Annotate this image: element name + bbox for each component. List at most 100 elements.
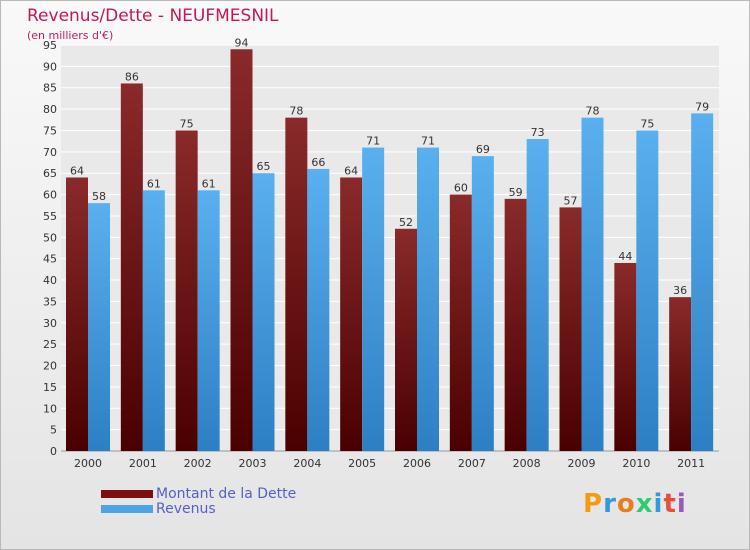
data-label: 66 <box>311 156 325 169</box>
logo-letter: o <box>616 489 636 519</box>
data-label: 52 <box>399 216 413 229</box>
logo-letter: i <box>676 489 687 519</box>
legend-item-revenue: Revenus <box>101 500 296 517</box>
data-label: 69 <box>476 143 490 156</box>
x-tick-label: 2011 <box>677 457 705 470</box>
bar <box>197 190 220 451</box>
data-label: 61 <box>147 177 161 190</box>
chart-subtitle: (en milliers d'€) <box>27 29 114 42</box>
bar <box>340 177 363 452</box>
x-tick-label: 2002 <box>184 457 212 470</box>
bar <box>669 297 692 451</box>
data-label: 64 <box>70 164 84 177</box>
y-tick-label: 35 <box>43 295 57 308</box>
y-tick-label: 85 <box>43 82 57 95</box>
data-label: 73 <box>531 126 545 139</box>
legend-swatch-revenue <box>101 504 153 513</box>
logo-letter: i <box>653 489 664 519</box>
x-tick-label: 2000 <box>74 457 102 470</box>
bar <box>175 130 198 451</box>
data-label: 79 <box>695 100 709 113</box>
legend-item-debt: Montant de la Dette <box>101 485 297 502</box>
y-tick-label: 5 <box>50 424 57 437</box>
data-label: 58 <box>92 190 106 203</box>
bar <box>307 168 330 452</box>
data-label: 78 <box>289 105 303 118</box>
logo-letter: r <box>603 489 617 519</box>
y-tick-label: 10 <box>43 402 57 415</box>
data-label: 59 <box>509 186 523 199</box>
x-tick-label: 2007 <box>458 457 486 470</box>
bar <box>504 198 527 451</box>
y-tick-label: 90 <box>43 60 57 73</box>
bar <box>88 203 110 451</box>
data-label: 57 <box>564 194 578 207</box>
bar <box>362 147 385 451</box>
bar <box>449 194 472 451</box>
bar <box>252 173 275 452</box>
y-tick-label: 25 <box>43 338 57 351</box>
y-tick-label: 55 <box>43 210 57 223</box>
y-tick-label: 95 <box>43 39 57 52</box>
x-tick-label: 2010 <box>622 457 650 470</box>
bar <box>230 49 253 452</box>
bar <box>285 117 308 451</box>
bar <box>559 207 582 451</box>
y-tick-label: 75 <box>43 124 57 137</box>
y-tick-label: 50 <box>43 231 57 244</box>
data-label: 71 <box>421 135 435 148</box>
bar <box>526 139 549 451</box>
data-label: 71 <box>366 135 380 148</box>
y-tick-label: 0 <box>50 445 57 458</box>
data-label: 65 <box>257 160 271 173</box>
data-label: 64 <box>344 164 358 177</box>
legend-label-debt: Montant de la Dette <box>156 485 297 502</box>
y-tick-label: 65 <box>43 167 57 180</box>
bar <box>417 147 439 451</box>
bar <box>142 190 165 451</box>
logo-letter: P <box>583 489 604 519</box>
x-tick-label: 2005 <box>348 457 376 470</box>
y-tick-label: 45 <box>43 253 57 266</box>
bar <box>120 83 143 451</box>
bar <box>395 228 417 451</box>
logo-letter: t <box>663 489 677 519</box>
logo-letter: x <box>635 489 654 519</box>
data-label: 75 <box>180 117 194 130</box>
legend-label-revenue: Revenus <box>156 500 216 517</box>
bar <box>581 117 604 451</box>
legend-swatch-debt <box>101 489 153 498</box>
y-tick-label: 60 <box>43 189 57 202</box>
y-tick-label: 40 <box>43 274 57 287</box>
y-tick-label: 70 <box>43 146 57 159</box>
y-tick-label: 80 <box>43 103 57 116</box>
chart-title: Revenus/Dette - NEUFMESNIL <box>27 6 279 26</box>
data-label: 61 <box>202 177 216 190</box>
data-label: 36 <box>673 284 687 297</box>
x-tick-label: 2001 <box>129 457 157 470</box>
data-label: 44 <box>618 250 632 263</box>
data-label: 60 <box>454 182 468 195</box>
plot-area <box>61 45 719 451</box>
data-label: 78 <box>586 105 600 118</box>
y-tick-label: 15 <box>43 381 57 394</box>
x-tick-label: 2006 <box>403 457 431 470</box>
legend: Montant de la Dette Revenus <box>101 485 297 517</box>
data-label: 94 <box>235 36 249 49</box>
proxiti-logo: Proxiti <box>583 489 687 519</box>
bar <box>614 262 637 451</box>
data-label: 86 <box>125 70 139 83</box>
y-tick-label: 20 <box>43 360 57 373</box>
y-tick-label: 30 <box>43 317 57 330</box>
bar <box>636 130 659 451</box>
bar <box>691 113 714 452</box>
x-tick-label: 2003 <box>239 457 267 470</box>
bar <box>66 177 88 452</box>
x-tick-label: 2009 <box>568 457 596 470</box>
x-tick-label: 2004 <box>293 457 321 470</box>
bar <box>471 156 494 451</box>
x-tick-label: 2008 <box>513 457 541 470</box>
data-label: 75 <box>640 117 654 130</box>
